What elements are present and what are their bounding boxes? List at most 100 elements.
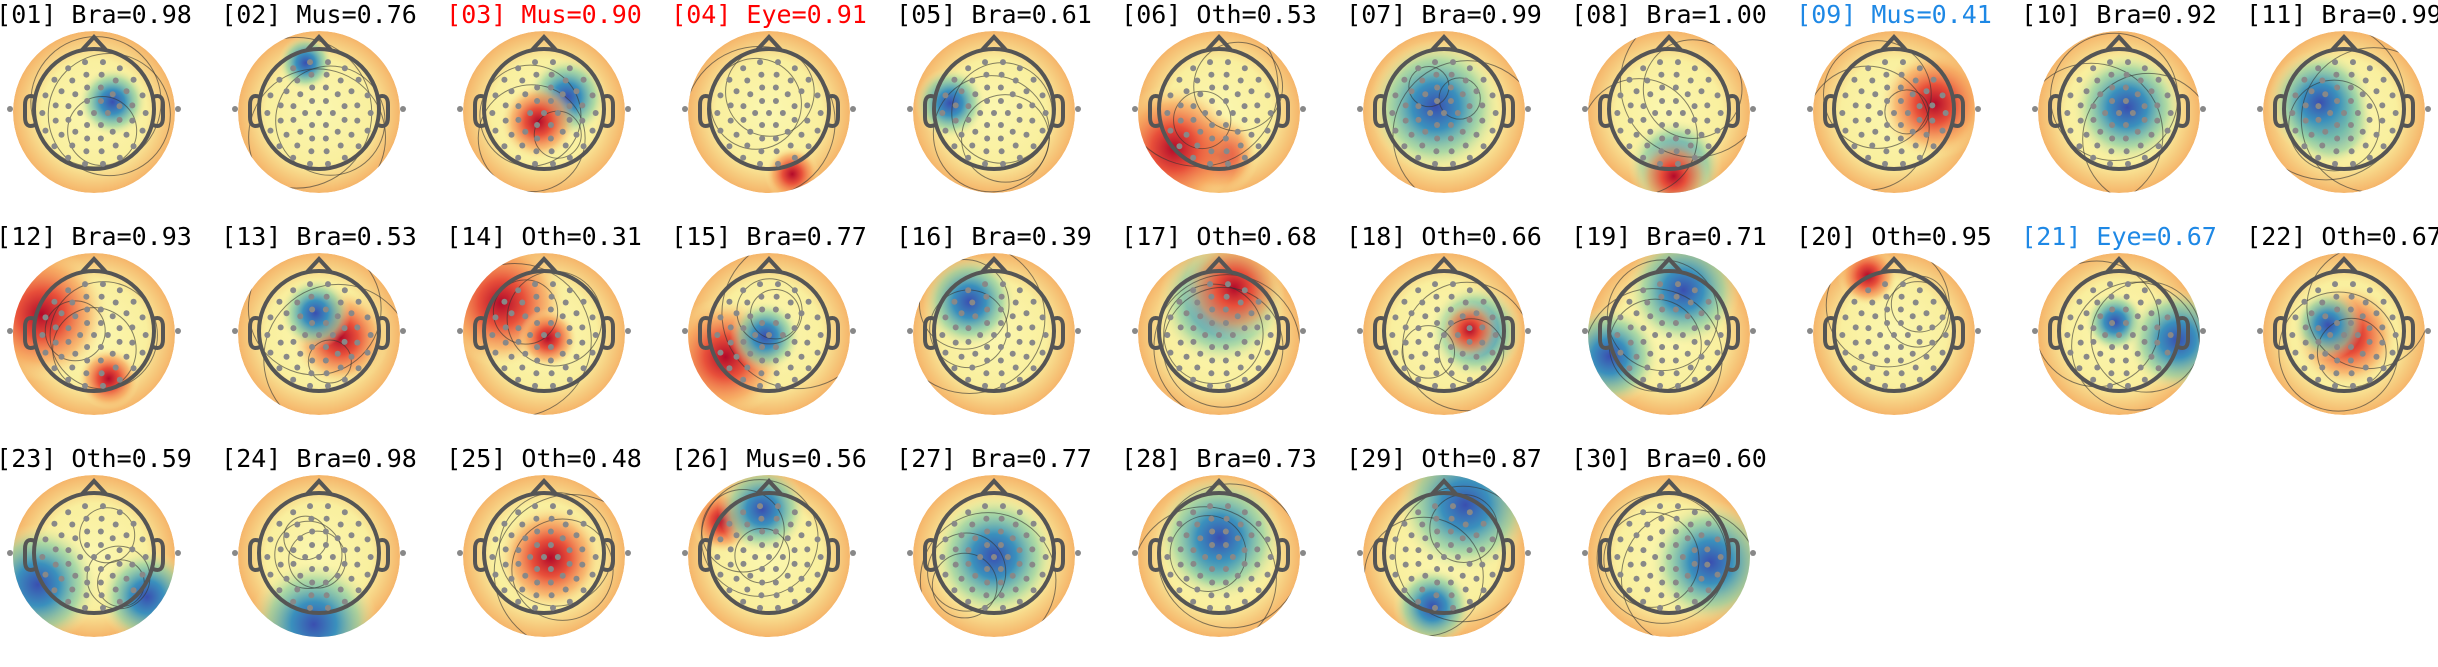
sensor xyxy=(798,532,805,539)
sensor xyxy=(774,281,781,288)
sensor xyxy=(580,587,587,594)
ear-left xyxy=(23,316,36,350)
sensor xyxy=(984,541,991,548)
sensor xyxy=(84,579,91,586)
sensor xyxy=(548,148,555,155)
sensor xyxy=(1705,365,1712,372)
sensor xyxy=(566,65,573,72)
sensor xyxy=(1433,592,1440,599)
sensor xyxy=(589,314,596,321)
sensor xyxy=(308,592,315,599)
sensor xyxy=(364,536,371,543)
sensor xyxy=(2347,306,2354,313)
sensor xyxy=(747,350,754,357)
sensor xyxy=(1714,536,1721,543)
sensor xyxy=(329,110,336,116)
sensor xyxy=(682,550,688,556)
sensor xyxy=(1912,364,1919,371)
sensor xyxy=(1672,319,1679,326)
component-title: [25] Oth=0.48 xyxy=(446,444,642,473)
sensor xyxy=(1672,135,1679,142)
sensor xyxy=(1177,339,1184,346)
sensor xyxy=(740,338,747,345)
sensor xyxy=(1401,520,1408,527)
sensor xyxy=(1492,554,1499,560)
component-title: [19] Bra=0.71 xyxy=(1571,222,1767,251)
sensor xyxy=(2083,88,2090,95)
sensor xyxy=(1222,135,1229,142)
sensor xyxy=(139,349,146,356)
sensor xyxy=(98,370,105,377)
sensor xyxy=(752,332,759,338)
sensor xyxy=(759,541,766,548)
sensor xyxy=(322,135,329,142)
sensor xyxy=(2334,135,2341,142)
sensor xyxy=(758,71,765,78)
sensor xyxy=(1659,357,1666,364)
sensor xyxy=(308,515,315,522)
sensor xyxy=(175,106,181,112)
head-outline xyxy=(707,491,831,615)
sensor xyxy=(1248,575,1255,582)
contour-line xyxy=(492,279,559,345)
sensor xyxy=(1415,287,1422,294)
sensor xyxy=(1673,515,1680,522)
sensor xyxy=(1897,344,1904,351)
sensor xyxy=(2347,84,2354,91)
sensor xyxy=(1852,117,1859,124)
sensor xyxy=(1647,572,1654,579)
sensor xyxy=(1447,357,1454,364)
sensor xyxy=(534,97,541,104)
sensor xyxy=(1897,306,1904,313)
sensor xyxy=(984,566,991,573)
sensor xyxy=(1865,338,1872,345)
sensor xyxy=(534,579,541,586)
sensor xyxy=(72,535,79,542)
sensor xyxy=(1012,77,1019,84)
sensor xyxy=(1714,92,1721,99)
sensor xyxy=(1434,566,1441,573)
sensor xyxy=(337,299,344,306)
sensor xyxy=(1916,325,1923,332)
sensor xyxy=(2425,328,2431,334)
sensor xyxy=(83,592,90,599)
sensor xyxy=(547,528,554,535)
sensor xyxy=(562,364,569,371)
sensor xyxy=(2302,339,2309,346)
sensor xyxy=(2097,91,2104,98)
sensor xyxy=(7,550,13,556)
head-outline xyxy=(980,34,1008,52)
sensor xyxy=(752,110,759,116)
sensor xyxy=(1209,528,1216,535)
sensor xyxy=(91,332,97,338)
sensor xyxy=(559,128,566,135)
component-title: [23] Oth=0.59 xyxy=(0,444,192,473)
sensor xyxy=(991,554,997,560)
sensor xyxy=(1434,528,1441,535)
sensor xyxy=(1415,509,1422,516)
sensor xyxy=(589,571,596,578)
sensor xyxy=(1640,154,1647,161)
sensor xyxy=(1684,313,1691,320)
sensor xyxy=(579,339,586,346)
sensor xyxy=(337,77,344,84)
sensor xyxy=(1666,332,1672,338)
sensor xyxy=(1705,520,1712,527)
sensor xyxy=(1234,350,1241,357)
sensor xyxy=(2389,314,2396,321)
sensor xyxy=(547,319,554,326)
sensor xyxy=(502,546,509,553)
sensor xyxy=(1916,376,1923,383)
sensor xyxy=(532,160,539,167)
sensor xyxy=(58,131,65,138)
component-title: [12] Bra=0.93 xyxy=(0,222,192,251)
activation-blob xyxy=(1369,39,1503,173)
sensor xyxy=(1884,97,1891,104)
sensor xyxy=(548,370,555,377)
sensor xyxy=(2392,332,2399,338)
sensor xyxy=(1466,154,1473,161)
sensor xyxy=(2334,97,2341,104)
sensor xyxy=(1197,91,1204,98)
sensor xyxy=(1897,357,1904,364)
sensor xyxy=(2107,160,2114,167)
